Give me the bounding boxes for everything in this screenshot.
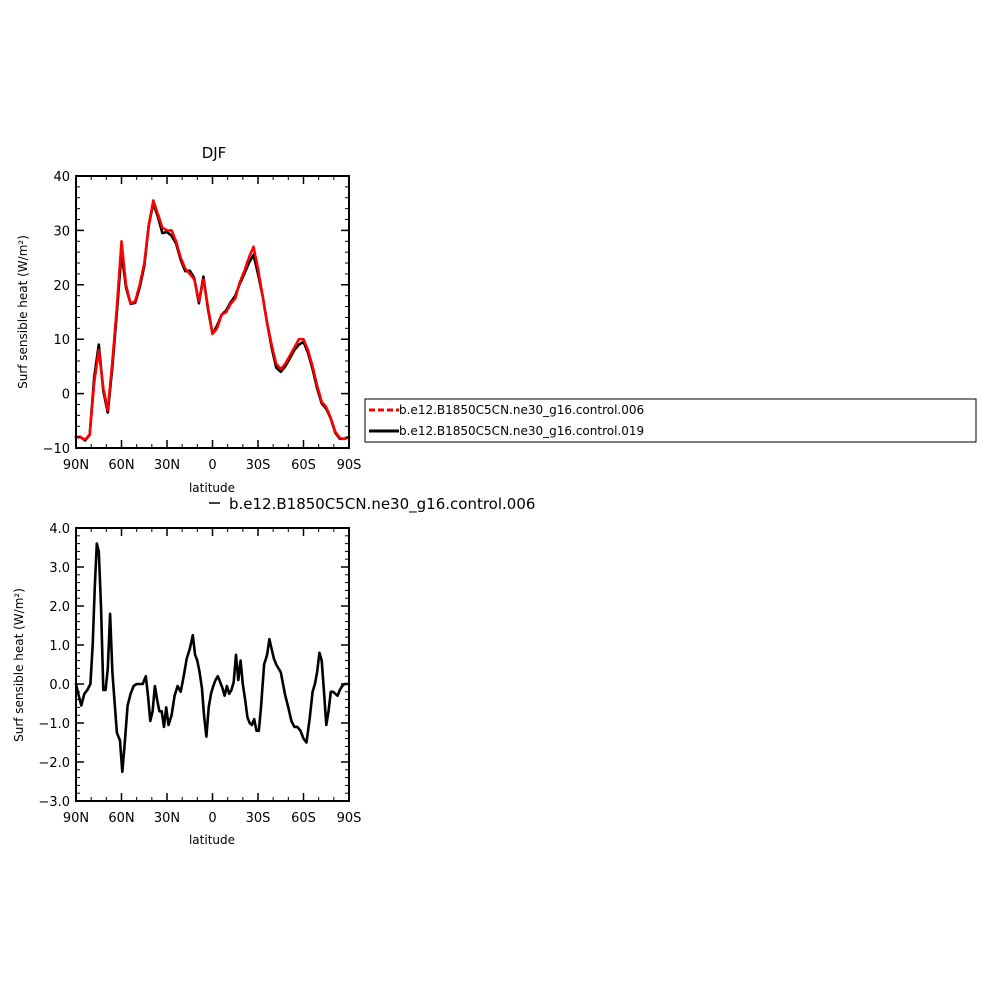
top-legend-box <box>364 398 977 443</box>
x-tick-label: 30S <box>246 811 271 826</box>
bottom-x-axis-label: latitude <box>189 833 235 847</box>
panel-1-series-line-1 <box>74 199 351 442</box>
bottom-ticks-layer: −3.0 −2.0 −1.0 0.0 1.0 2.0 3.0 4.0 90N 60N 30N 0 30S… <box>38 522 361 826</box>
x-tick-label: 90N <box>63 458 89 473</box>
y-tick-label: 40 <box>53 170 70 185</box>
x-tick-label: 60S <box>291 811 316 826</box>
x-tick-label: 30N <box>154 458 180 473</box>
x-tick-label: 60N <box>108 458 134 473</box>
y-tick-label: 10 <box>53 333 70 348</box>
top-legend: b.e12.B1850C5CN.ne30_g16.control.006 b.e… <box>364 398 977 443</box>
y-tick-label: 0 <box>62 388 70 403</box>
panel-1-series-line-2 <box>74 201 351 442</box>
bottom-y-axis-label: Surf sensible heat (W/m²) <box>12 588 26 742</box>
x-tick-label: 0 <box>208 811 216 826</box>
x-tick-label: 90S <box>337 811 362 826</box>
y-tick-label: −2.0 <box>38 756 70 771</box>
top-panel: DJF −10 0 10 20 30 40 90N 60N 30N 0 30S 60S 90S lati… <box>16 144 361 495</box>
top-ticks-layer: −10 0 10 20 30 40 90N 60N 30N 0 30S 60S 90S <box>43 170 362 473</box>
y-tick-label: −10 <box>43 442 70 457</box>
x-tick-label: 60S <box>291 458 316 473</box>
x-tick-label: 30N <box>154 811 180 826</box>
bottom-legend: b.e12.B1850C5CN.ne30_g16.control.006 <box>209 495 535 514</box>
bottom-legend-label: b.e12.B1850C5CN.ne30_g16.control.006 <box>229 495 535 514</box>
panel-2-series-line-1 <box>74 542 351 774</box>
top-y-axis-label: Surf sensible heat (W/m²) <box>16 235 30 389</box>
y-tick-label: 30 <box>53 224 70 239</box>
y-tick-label: 2.0 <box>49 600 70 615</box>
x-tick-label: 60N <box>108 811 134 826</box>
legend-label-series-2: b.e12.B1850C5CN.ne30_g16.control.019 <box>399 424 644 438</box>
legend-label-series-1: b.e12.B1850C5CN.ne30_g16.control.006 <box>399 403 644 417</box>
top-x-axis-label: latitude <box>189 481 235 495</box>
bottom-series-layer <box>74 542 351 774</box>
x-tick-label: 0 <box>208 458 216 473</box>
top-series-layer <box>74 199 351 442</box>
bottom-panel: −3.0 −2.0 −1.0 0.0 1.0 2.0 3.0 4.0 90N 60N 30N 0 30S… <box>12 522 361 847</box>
y-tick-label: 20 <box>53 279 70 294</box>
bottom-plot-frame <box>75 527 350 802</box>
x-tick-label: 30S <box>246 458 271 473</box>
top-title: DJF <box>202 144 227 162</box>
y-tick-label: −3.0 <box>38 795 70 810</box>
x-tick-label: 90S <box>337 458 362 473</box>
x-tick-label: 90N <box>63 811 89 826</box>
y-tick-label: 4.0 <box>49 522 70 537</box>
y-tick-label: 3.0 <box>49 561 70 576</box>
y-tick-label: −1.0 <box>38 717 70 732</box>
y-tick-label: 0.0 <box>49 678 70 693</box>
y-tick-label: 1.0 <box>49 639 70 654</box>
